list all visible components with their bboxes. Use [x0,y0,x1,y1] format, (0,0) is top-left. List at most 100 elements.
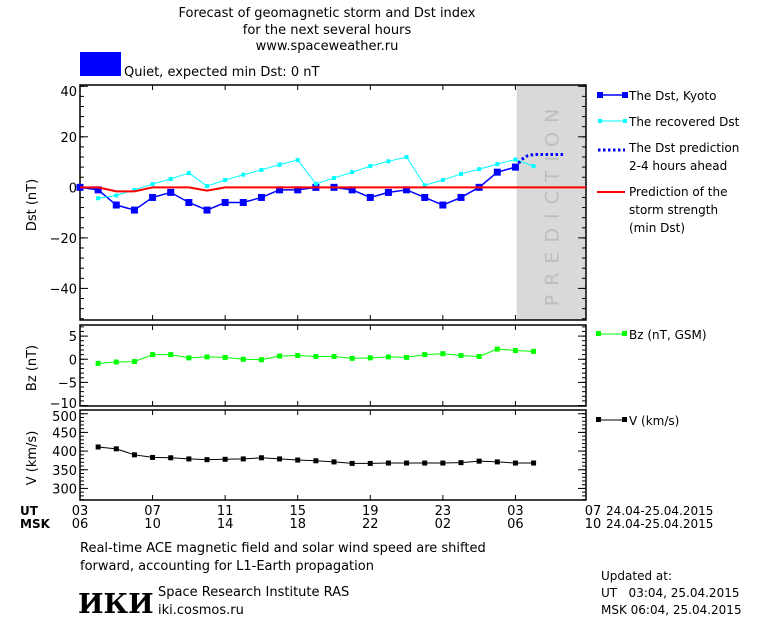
data-point-recovered [205,184,209,189]
y-tick-label: 400 [52,445,77,460]
plot-frame [79,84,587,321]
series-line-recovered [98,156,534,199]
data-point-dst [257,193,265,201]
data-point-recovered [350,170,355,175]
y-tick-label: 5 [69,330,77,345]
data-point-bz [385,354,391,360]
legend: The Dst, Kyoto The recovered Dst The Dst… [596,89,740,428]
y-axis-label: Bz (nT) [25,345,40,391]
data-point-bz [349,355,355,361]
legend-prediction-label: The Dst prediction [628,141,739,155]
data-point-bz [512,347,518,353]
x-tick-label-ut: 03 [507,504,524,519]
data-point-dst [403,186,411,194]
site-link[interactable]: www.spaceweather.ru [256,39,399,54]
data-point-dst [294,186,302,194]
plot-frame [79,409,587,501]
legend-v-label: V (km/s) [629,414,679,428]
data-point-recovered [150,182,155,187]
msk-dates: 24.04-25.04.2015 [606,517,713,531]
data-point-recovered [241,172,246,177]
y-tick-label: −20 [50,232,77,247]
data-point-bz [494,346,500,352]
data-point-dst [221,199,229,206]
data-point-bz [240,356,246,362]
institute-link[interactable]: iki.cosmos.ru [158,603,244,618]
data-point-bz [531,348,537,354]
iki-logo: ИКИ [78,589,154,620]
data-point-v [349,460,355,466]
data-point-recovered [114,193,119,198]
data-point-bz [422,352,428,358]
y-tick-label: 40 [60,85,77,100]
data-point-v [186,456,192,462]
data-point-recovered [277,162,282,167]
data-point-v [458,460,464,466]
prediction-band [516,85,586,320]
data-point-v [476,458,482,464]
legend-strength-label: storm strength [629,203,718,217]
x-tick-label-msk: 10 [144,517,161,532]
data-point-v [313,458,319,464]
data-point-recovered [513,157,518,162]
data-point-dst [149,193,157,201]
x-tick-label-msk: 02 [435,517,452,532]
x-tick-label-ut: 19 [362,504,379,519]
institute-name: Space Research Institute RAS [158,585,349,600]
data-point-recovered [313,181,318,186]
series-recovered [96,155,536,201]
data-point-recovered [422,183,427,188]
series-v [95,444,537,466]
series-prediction [514,152,566,169]
chart-title-line2: for the next several hours [243,23,412,38]
y-axis-label: Dst (nT) [25,179,40,231]
data-point-recovered [440,178,445,183]
data-point-bz [222,354,228,360]
y-axis-label: V (km/s) [25,431,40,486]
data-point-v [95,444,101,450]
x-tick-label-msk: 06 [72,517,89,532]
status-indicator [80,52,121,76]
x-tick-label-ut: 07 [144,504,161,519]
data-point-bz [313,353,319,359]
updated-ut: UT 03:04, 25.04.2015 [601,586,739,600]
data-point-recovered [477,167,482,172]
updated-msk: MSK 06:04, 25.04.2015 [601,603,742,617]
series-bz [95,346,537,366]
data-point-recovered [459,171,463,176]
series-line-prediction [514,152,566,169]
data-point-recovered [223,178,228,183]
data-point-bz [440,351,446,357]
data-point-dst [94,186,102,194]
legend-dst-marker [622,92,628,98]
legend-bz-marker [596,331,601,336]
data-point-v [331,459,337,465]
ut-dates: 24.04-25.04.2015 [606,504,713,518]
data-point-bz [295,353,301,359]
chart-title-line1: Forecast of geomagnetic storm and Dst in… [178,6,475,21]
legend-v-marker [596,417,601,422]
data-point-v [531,460,537,466]
data-point-dst [439,201,447,209]
x-tick-label-ut: 03 [72,504,89,519]
y-tick-label: 20 [60,131,77,146]
data-point-recovered [168,177,173,181]
y-tick-label: 350 [52,464,77,479]
data-point-v [113,446,119,452]
data-point-v [168,455,174,461]
legend-recovered-marker [598,119,602,123]
data-point-dst [421,193,429,201]
data-point-bz [186,355,192,361]
status-text: Quiet, expected min Dst: 0 nT [124,65,319,80]
x-tick-label-ut: 23 [435,504,452,519]
data-point-v [404,460,410,466]
ut-label: UT [20,504,39,518]
footer-note: Real-time ACE magnetic field and solar w… [80,541,486,556]
x-tick-label-msk: 14 [217,517,234,532]
data-point-bz [150,352,156,358]
data-point-dst [239,199,247,206]
data-point-v [385,460,391,466]
data-point-bz [113,359,119,365]
data-point-recovered [132,187,137,192]
data-point-dst [112,201,120,209]
